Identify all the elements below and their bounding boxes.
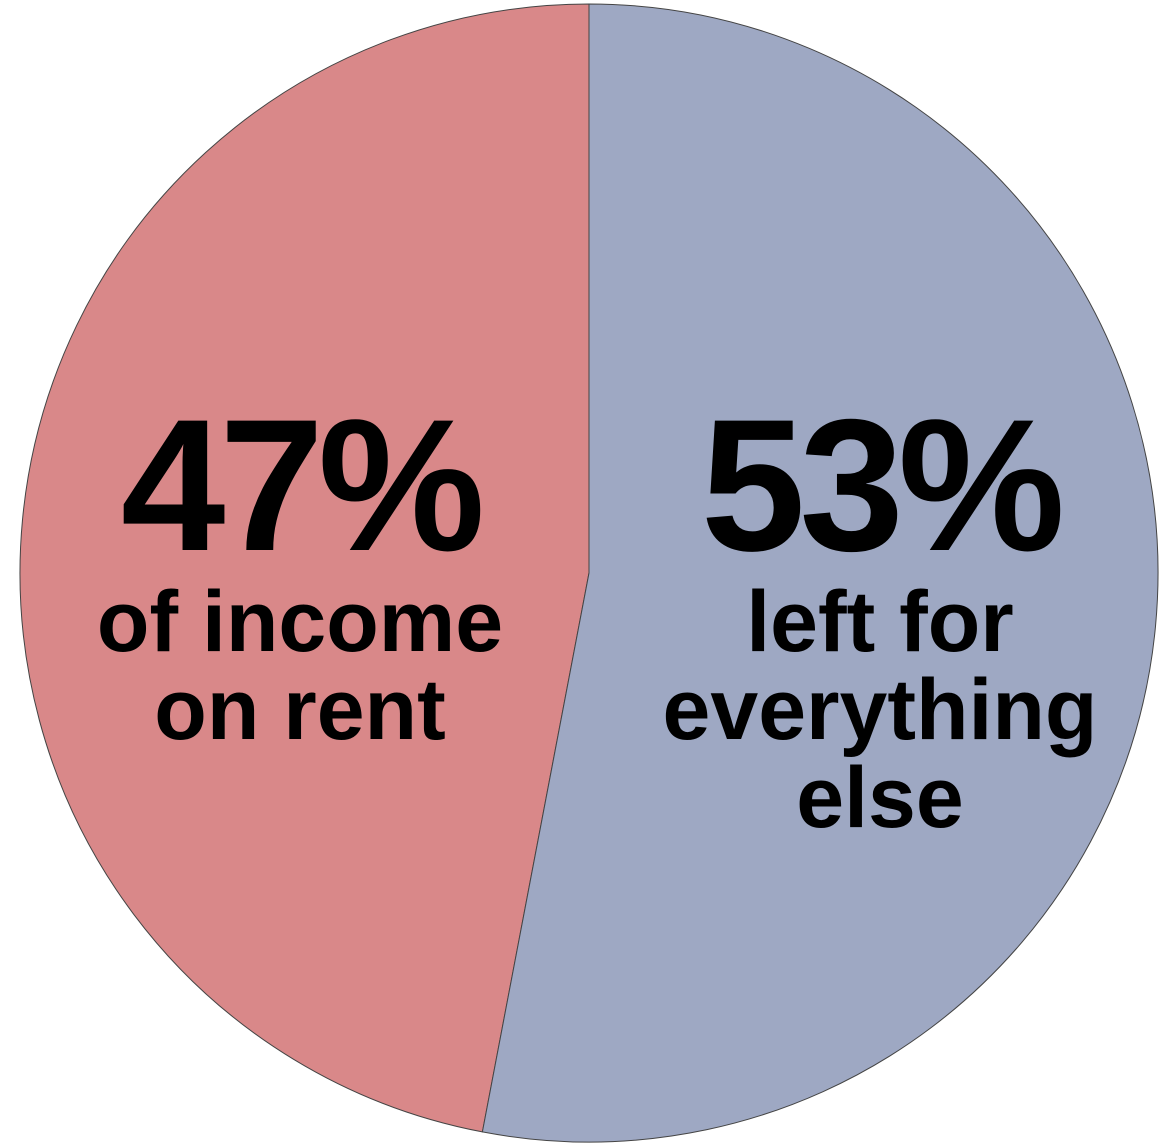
category-label: left for everything else [662, 574, 1098, 846]
value-label: 53% [700, 400, 1065, 590]
category-label: of income on rent [96, 574, 504, 758]
slice-label: 47%of income on rent [40, 400, 560, 754]
slice-label-box: 53% left for everything else [615, 400, 1145, 842]
slice-label: 53%left for everything else [615, 400, 1145, 842]
slice-label-box: 47% of income on rent [40, 400, 560, 754]
value-label: 47% [120, 400, 485, 590]
pie-slice [481, 3, 1159, 1143]
pie-slice [19, 3, 590, 1133]
